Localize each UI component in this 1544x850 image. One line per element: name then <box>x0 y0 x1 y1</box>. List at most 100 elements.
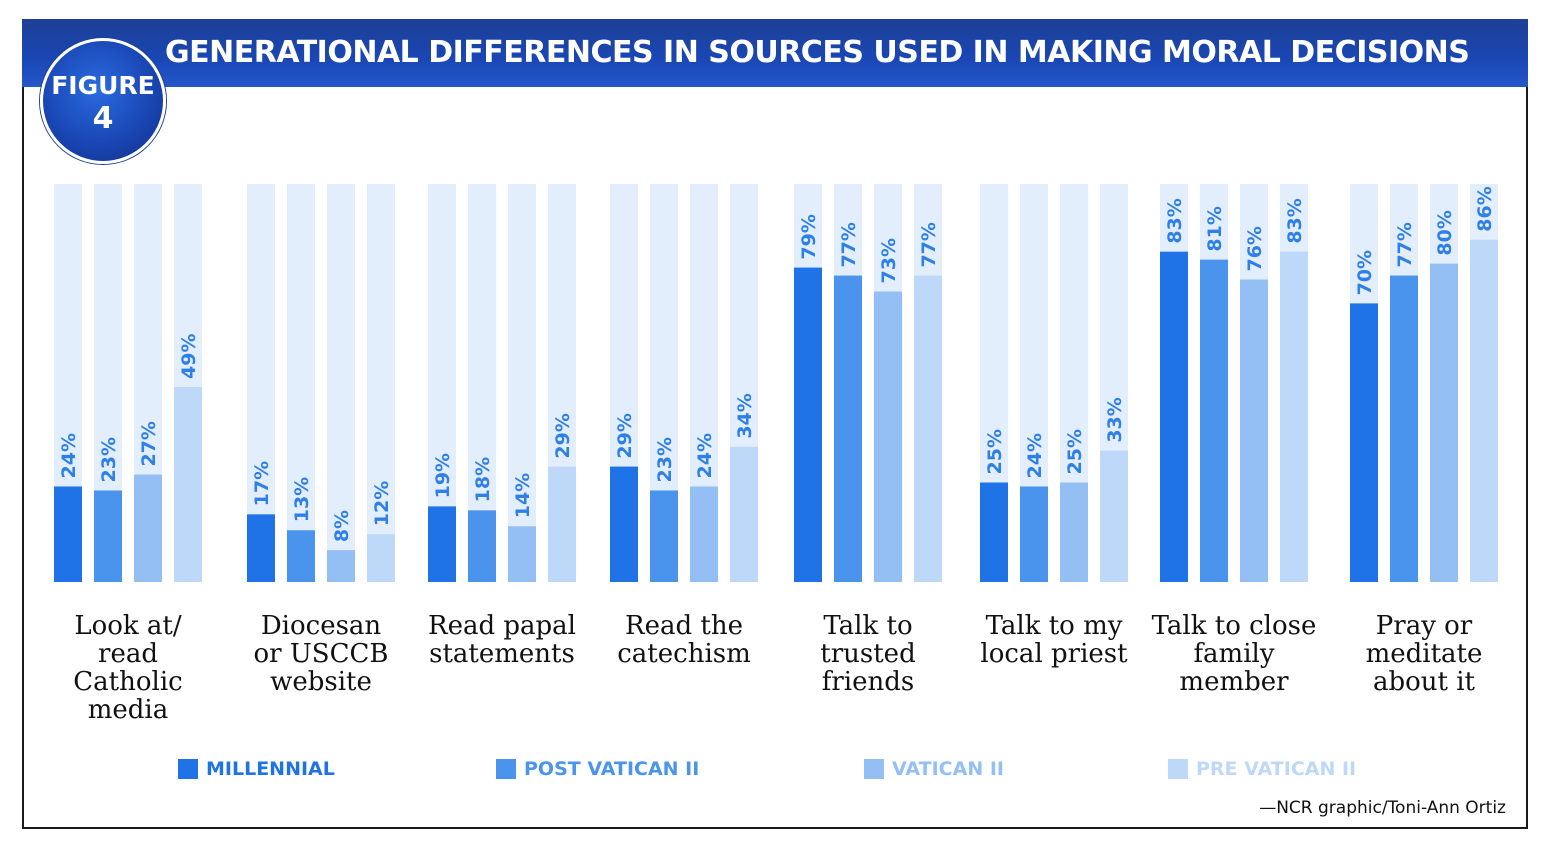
data-label: 25% <box>1064 429 1086 474</box>
data-label: 34% <box>734 393 756 438</box>
category-label-line: catechism <box>617 639 751 669</box>
category-label: Pray or meditate about it <box>1334 612 1514 696</box>
category-label-line: Read papal <box>428 611 576 641</box>
data-label: 8% <box>331 510 353 542</box>
bar-track <box>287 184 315 582</box>
bar <box>1100 450 1128 582</box>
category-label: Talk to my local priest <box>964 612 1144 668</box>
bar <box>1280 251 1308 582</box>
legend-label: MILLENNIAL <box>206 758 335 780</box>
data-label: 77% <box>838 222 860 267</box>
bar <box>1060 482 1088 582</box>
category-label-line: Talk to close <box>1151 611 1317 641</box>
category-label-line: Catholic <box>73 667 183 697</box>
category-label-line: statements <box>429 639 575 669</box>
bar <box>730 446 758 582</box>
category-label-line: Look at/ <box>74 611 182 641</box>
data-label: 73% <box>878 238 900 283</box>
bar <box>874 291 902 582</box>
bar <box>650 490 678 582</box>
legend-label: POST VATICAN II <box>524 758 700 780</box>
data-label: 77% <box>918 222 940 267</box>
bar <box>1430 263 1458 582</box>
category-label-line: or USCCB <box>253 639 389 669</box>
category-label: Look at/read Catholic media <box>38 612 218 724</box>
bar <box>287 530 315 582</box>
data-label: 70% <box>1354 250 1376 295</box>
category-label: Talk to trusted friends <box>778 612 958 696</box>
category-label-line: Talk to my <box>985 611 1123 641</box>
bar <box>1020 486 1048 582</box>
category-label-line: friends <box>821 667 915 697</box>
bar <box>367 534 395 582</box>
title-banner <box>22 19 1528 87</box>
data-label: 77% <box>1394 222 1416 267</box>
bar <box>54 486 82 582</box>
category-label: Talk to close family member <box>1144 612 1324 696</box>
data-label: 24% <box>58 433 80 478</box>
legend-swatch <box>496 759 516 779</box>
bar <box>610 466 638 582</box>
bar <box>1470 239 1498 582</box>
bar <box>690 486 718 582</box>
bar <box>794 267 822 582</box>
bar <box>174 386 202 582</box>
bar-track <box>508 184 536 582</box>
bar <box>1390 275 1418 582</box>
category-label-line: local priest <box>980 639 1128 669</box>
bar <box>1200 259 1228 582</box>
legend-item: MILLENNIAL <box>178 758 335 780</box>
data-label: 18% <box>472 457 494 502</box>
data-label: 25% <box>984 429 1006 474</box>
bar-track <box>327 184 355 582</box>
legend-label: VATICAN II <box>892 758 1004 780</box>
data-label: 12% <box>371 481 393 526</box>
data-label: 27% <box>138 421 160 466</box>
category-label-line: read <box>98 639 158 669</box>
category-label: Read the catechism <box>594 612 774 668</box>
data-label: 13% <box>291 477 313 522</box>
data-label: 33% <box>1104 397 1126 442</box>
legend-swatch <box>1168 759 1188 779</box>
bar <box>834 275 862 582</box>
category-label-line: website <box>270 667 372 697</box>
bar-track <box>367 184 395 582</box>
category-label-line: media <box>87 695 169 725</box>
data-label: 24% <box>1024 433 1046 478</box>
legend-swatch <box>864 759 884 779</box>
category-label-line: member <box>1179 667 1289 697</box>
category-label-line: meditate <box>1365 639 1483 669</box>
data-label: 83% <box>1164 198 1186 243</box>
data-label: 23% <box>654 437 676 482</box>
category-label: Read papal statements <box>412 612 592 668</box>
bar <box>468 510 496 582</box>
bar <box>428 506 456 582</box>
category-label-line: Pray or <box>1375 611 1473 641</box>
figure-badge-label: FIGURE <box>51 71 155 100</box>
data-label: 79% <box>798 214 820 259</box>
data-label: 17% <box>251 461 273 506</box>
category-label-line: family <box>1193 639 1275 669</box>
data-label: 24% <box>694 433 716 478</box>
data-label: 81% <box>1204 206 1226 251</box>
bar <box>508 526 536 582</box>
data-label: 80% <box>1434 210 1456 255</box>
data-label: 49% <box>178 333 200 378</box>
category-label-line: about it <box>1372 667 1476 697</box>
category-label-line: Diocesan <box>260 611 382 641</box>
chart-title: GENERATIONAL DIFFERENCES IN SOURCES USED… <box>165 35 1470 70</box>
figure-badge: FIGURE 4 <box>40 38 166 164</box>
bar <box>134 474 162 582</box>
data-label: 29% <box>614 413 636 458</box>
legend-item: PRE VATICAN II <box>1168 758 1356 780</box>
bar <box>327 550 355 582</box>
bar <box>914 275 942 582</box>
data-label: 14% <box>512 473 534 518</box>
category-label-line: trusted <box>820 639 916 669</box>
bar <box>980 482 1008 582</box>
category-label: Diocesan or USCCB website <box>231 612 411 696</box>
figure-badge-number: 4 <box>92 101 114 136</box>
bar <box>1240 279 1268 582</box>
data-label: 83% <box>1284 198 1306 243</box>
